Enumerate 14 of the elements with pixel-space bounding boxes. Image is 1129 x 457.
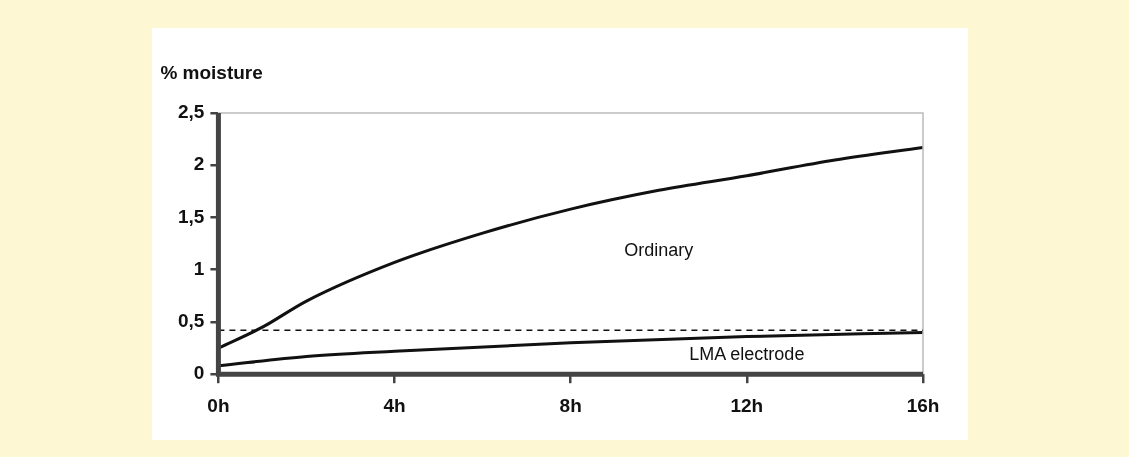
text: Ordinary bbox=[624, 240, 694, 261]
x-tick-label: 12h bbox=[730, 394, 764, 416]
series-label: LMA electrode bbox=[689, 343, 805, 364]
x-tick-label: 16h bbox=[906, 394, 940, 416]
y-tick-label: 1 bbox=[193, 257, 205, 279]
x-tick-label: 4h bbox=[383, 394, 406, 416]
y-tick-label: 0,5 bbox=[177, 310, 205, 332]
y-axis-title: % moisture bbox=[160, 61, 263, 83]
y-tick-label: 0 bbox=[193, 362, 205, 384]
x-tick-label: 8h bbox=[559, 394, 582, 416]
y-tick-label: 2 bbox=[193, 153, 205, 175]
y-tick-label: 1,5 bbox=[177, 205, 205, 227]
y-tick-label: 2,5 bbox=[177, 101, 205, 123]
x-tick-label: 0h bbox=[207, 394, 230, 416]
